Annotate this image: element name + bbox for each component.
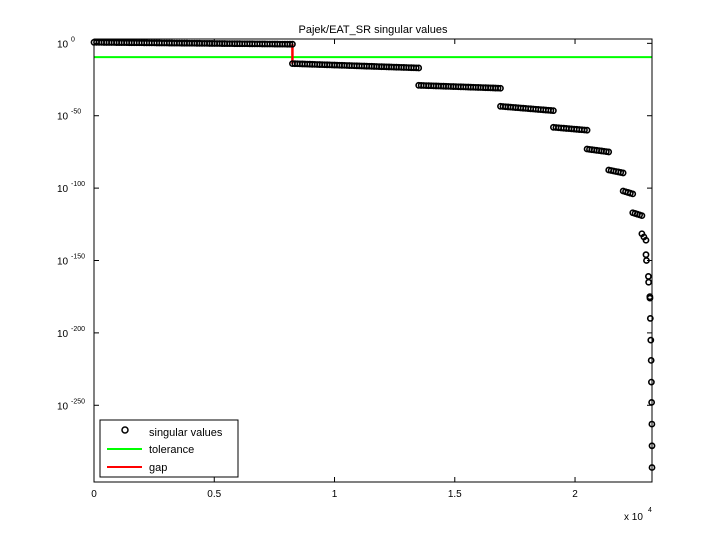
- singular-value-marker: [647, 378, 655, 386]
- y-tick-label-power: -100: [71, 181, 85, 188]
- singular-value-marker: [289, 40, 296, 48]
- y-tick-label-base: 10: [57, 112, 69, 123]
- x-tick-label: 1: [332, 489, 338, 500]
- y-tick-label-power: -150: [71, 254, 85, 261]
- singular-value-marker: [494, 84, 502, 92]
- singular-value-marker: [549, 107, 557, 115]
- singular-value-marker: [605, 148, 613, 156]
- x-axis-exponent-base: x 10: [624, 512, 643, 523]
- singular-value-marker: [497, 84, 504, 92]
- x-axis-exponent-power: 4: [648, 507, 652, 514]
- singular-value-marker: [646, 294, 654, 302]
- y-tick-label-power: -200: [71, 326, 85, 333]
- chart-title: Pajek/EAT_SR singular values: [299, 24, 448, 36]
- y-tick-label-power: -50: [71, 109, 81, 116]
- singular-value-marker: [286, 40, 294, 48]
- singular-value-marker: [647, 356, 655, 364]
- legend-label-tolerance: tolerance: [149, 444, 194, 456]
- singular-value-marker: [619, 169, 627, 177]
- singular-value-marker: [581, 126, 588, 134]
- singular-value-marker: [643, 257, 650, 264]
- x-tick-label: 2: [572, 489, 578, 500]
- plot-area-background: [94, 39, 652, 482]
- legend-marker-singular-values: [121, 426, 129, 434]
- plot-area-frame: [93, 38, 653, 483]
- legend-label-gap: gap: [149, 462, 167, 474]
- singular-value-marker: [583, 126, 591, 134]
- singular-value-marker: [646, 315, 654, 322]
- x-tick-label: 0: [91, 489, 97, 500]
- singular-value-marker: [412, 64, 420, 72]
- singular-value-marker: [647, 336, 655, 344]
- y-tick-label-base: 10: [57, 329, 69, 340]
- y-tick-label-power: 0: [71, 36, 75, 43]
- singular-value-marker: [638, 212, 646, 220]
- series-singular-values: [90, 38, 656, 471]
- singular-value-marker: [629, 190, 637, 198]
- y-tick-label-base: 10: [57, 39, 69, 50]
- x-tick-label: 0.5: [207, 489, 221, 500]
- singular-value-marker: [547, 107, 555, 114]
- y-tick-label-base: 10: [57, 257, 69, 268]
- singular-value-marker: [415, 64, 423, 72]
- legend: singular values tolerance gap: [99, 419, 239, 478]
- y-tick-label-power: -250: [71, 398, 85, 405]
- x-tick-label: 1.5: [448, 489, 462, 500]
- singular-value-marker: [645, 278, 653, 286]
- singular-value-marker: [642, 236, 650, 244]
- y-tick-label-base: 10: [57, 184, 69, 195]
- legend-label-singular-values: singular values: [149, 427, 223, 439]
- y-tick-label-base: 10: [57, 401, 69, 412]
